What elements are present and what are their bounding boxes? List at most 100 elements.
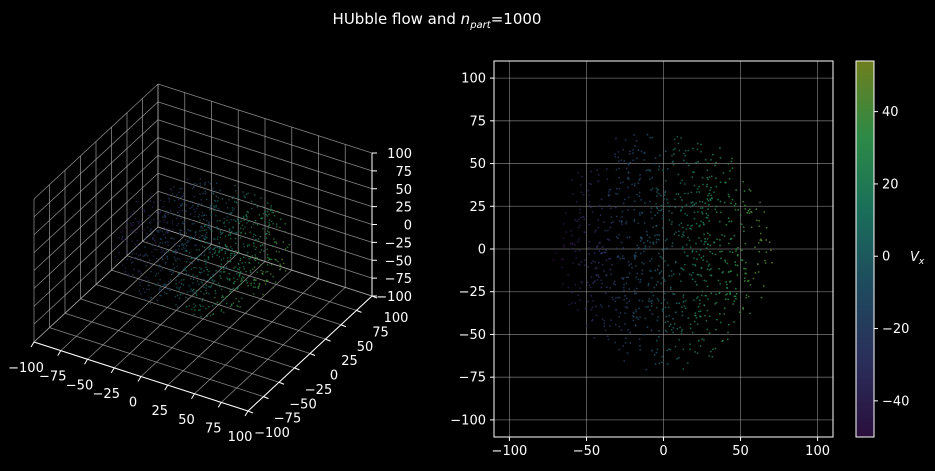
data-point <box>689 323 692 326</box>
data-point-3d <box>225 302 228 305</box>
data-point-3d <box>265 280 268 283</box>
data-point <box>715 301 718 304</box>
y-tick-label: 75 <box>469 114 486 129</box>
data-point-3d <box>165 241 167 244</box>
data-point <box>655 206 658 209</box>
data-point <box>687 317 690 319</box>
data-point <box>609 207 612 210</box>
data-point <box>685 244 688 246</box>
data-point <box>650 302 653 305</box>
data-point <box>588 182 591 185</box>
data-point-3d <box>204 259 206 261</box>
data-point-3d <box>162 304 164 307</box>
data-point-3d <box>190 219 193 221</box>
data-point <box>616 237 619 240</box>
data-point <box>730 202 733 205</box>
data-point <box>666 247 668 250</box>
data-point-3d <box>209 314 212 317</box>
data-point <box>686 362 689 364</box>
data-point-3d <box>220 249 223 252</box>
data-point-3d <box>194 276 196 278</box>
data-point-3d <box>214 190 217 193</box>
data-point-3d <box>208 242 211 244</box>
data-point-3d <box>254 259 257 262</box>
data-point <box>691 331 694 334</box>
data-point-3d <box>161 242 164 244</box>
data-point-3d <box>178 233 181 235</box>
data-point-3d <box>208 208 211 211</box>
data-point <box>661 248 664 251</box>
data-point-3d <box>205 261 208 263</box>
data-point-3d <box>163 214 166 217</box>
data-point <box>596 274 598 277</box>
data-point-3d <box>238 266 241 269</box>
data-point <box>715 185 718 188</box>
data-point-3d <box>208 222 210 225</box>
data-point-3d <box>190 277 192 280</box>
data-point <box>679 182 682 184</box>
data-point-3d <box>195 256 198 259</box>
data-point <box>562 223 565 225</box>
data-point-3d <box>269 209 272 212</box>
data-point <box>690 191 693 194</box>
data-point <box>755 219 758 222</box>
data-point-3d <box>190 308 193 310</box>
data-point <box>679 326 682 329</box>
data-point <box>604 251 607 254</box>
data-point <box>592 260 594 262</box>
data-point-3d <box>190 183 192 186</box>
data-point-3d <box>225 202 228 204</box>
data-point-3d <box>224 245 227 247</box>
data-point <box>715 293 718 296</box>
data-point-3d <box>271 245 274 247</box>
data-point-3d <box>206 279 209 282</box>
data-point-3d <box>266 215 268 217</box>
data-point-3d <box>173 243 176 245</box>
data-point <box>706 169 709 172</box>
data-point <box>692 263 694 266</box>
data-point <box>758 225 761 228</box>
data-point-3d <box>135 231 137 234</box>
data-point-3d <box>229 234 232 237</box>
z-tick-label: 75 <box>395 165 412 180</box>
data-point <box>693 320 696 323</box>
data-point-3d <box>158 264 161 267</box>
data-point <box>624 139 627 141</box>
data-point <box>707 265 710 267</box>
x-tick-mark <box>30 341 35 348</box>
data-point <box>692 147 694 150</box>
data-point-3d <box>165 210 168 213</box>
data-point-3d <box>270 207 272 209</box>
data-point <box>618 315 621 318</box>
data-point <box>730 160 733 163</box>
data-point-3d <box>197 205 199 207</box>
data-point <box>629 150 631 153</box>
colorbar-tick-label: −40 <box>882 394 909 409</box>
data-point-3d <box>199 240 202 242</box>
data-point-3d <box>133 228 135 231</box>
data-point <box>718 267 721 270</box>
data-point-3d <box>236 304 238 307</box>
data-point-3d <box>188 236 191 239</box>
data-point <box>696 187 699 190</box>
y-tick-label: 50 <box>469 157 486 172</box>
data-point <box>640 198 643 201</box>
data-point <box>664 239 667 242</box>
data-point <box>648 236 651 239</box>
data-point <box>597 261 600 264</box>
data-point <box>666 238 668 241</box>
data-point-3d <box>225 245 228 248</box>
data-point-3d <box>233 252 236 255</box>
data-point-3d <box>133 268 135 271</box>
x-tick-label: 50 <box>732 444 749 459</box>
data-point-3d <box>204 190 206 193</box>
data-point <box>629 331 631 334</box>
data-point-3d <box>137 248 140 250</box>
data-point-3d <box>173 199 176 202</box>
data-point-3d <box>180 217 182 220</box>
data-point <box>749 312 751 315</box>
data-point <box>683 251 686 254</box>
data-point-3d <box>233 232 236 235</box>
data-point-3d <box>165 283 168 285</box>
